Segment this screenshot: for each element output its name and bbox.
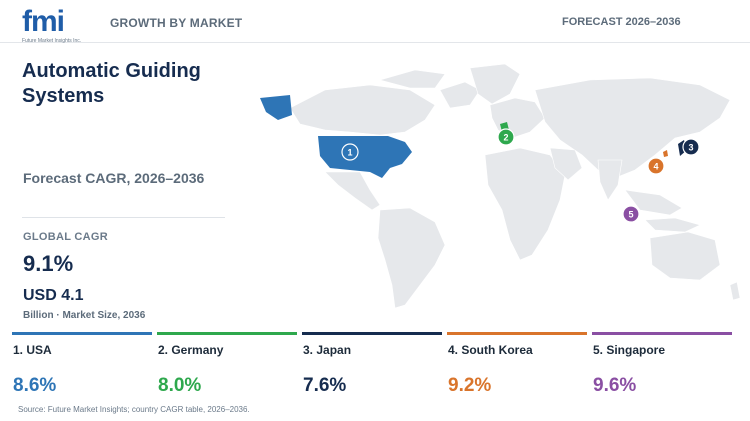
market-cards: 1. USA 8.6% 2. Germany 8.0% 3. Japan 7.6…	[12, 332, 742, 402]
global-cagr-label: GLOBAL CAGR	[23, 231, 108, 243]
card-accent-bar	[302, 332, 442, 335]
card-cagr-value: 8.0%	[158, 375, 202, 396]
fmi-logo[interactable]: fmi Future Market Insights Inc.	[22, 5, 92, 45]
card-accent-bar	[12, 332, 152, 335]
country-markers: 1 2 3 4 5	[341, 128, 700, 223]
page-subtitle: Forecast CAGR, 2026–2036	[23, 170, 205, 186]
card-country-name: 1. USA	[13, 343, 52, 357]
logo-wordmark: fmi	[22, 5, 65, 38]
usa-region	[318, 136, 412, 178]
map-marker-4[interactable]: 4	[647, 157, 665, 175]
map-marker-3[interactable]: 3	[682, 138, 700, 156]
world-map: 1 2 3 4 5	[260, 63, 741, 309]
forecast-period-label: FORECAST 2026–2036	[562, 16, 681, 28]
market-card-singapore[interactable]: 5. Singapore 9.6%	[592, 332, 732, 402]
card-cagr-value: 9.2%	[448, 375, 492, 396]
page-title: Automatic Guiding Systems	[22, 60, 201, 107]
map-marker-circle	[341, 143, 359, 161]
map-marker-number: 5	[628, 210, 633, 220]
map-marker-circle	[682, 138, 700, 156]
source-note: Source: Future Market Insights; country …	[18, 405, 250, 414]
card-cagr-value: 8.6%	[13, 375, 57, 396]
world-landmass	[289, 63, 741, 309]
section-label: GROWTH BY MARKET	[110, 16, 243, 30]
map-marker-number: 3	[688, 143, 693, 153]
card-cagr-value: 7.6%	[303, 375, 347, 396]
card-accent-bar	[592, 332, 732, 335]
map-marker-2[interactable]: 2	[497, 128, 515, 146]
map-marker-circle	[622, 205, 640, 223]
card-country-name: 4. South Korea	[448, 343, 533, 357]
alaska-region	[260, 95, 292, 120]
card-country-name: 5. Singapore	[593, 343, 666, 357]
logo-subtext: Future Market Insights Inc.	[22, 38, 82, 44]
map-marker-number: 4	[653, 162, 658, 172]
market-card-usa[interactable]: 1. USA 8.6%	[12, 332, 152, 402]
card-cagr-value: 9.6%	[593, 375, 637, 396]
header-bar: fmi Future Market Insights Inc. GROWTH B…	[0, 0, 750, 45]
market-size-note: Billion · Market Size, 2036	[23, 310, 146, 321]
map-marker-circle	[497, 128, 515, 146]
south-korea-region	[663, 150, 668, 157]
card-accent-bar	[447, 332, 587, 335]
map-marker-circle	[647, 157, 665, 175]
card-country-name: 2. Germany	[158, 343, 224, 357]
market-card-south-korea[interactable]: 4. South Korea 9.2%	[447, 332, 587, 402]
map-marker-1[interactable]: 1	[341, 143, 359, 161]
map-marker-5[interactable]: 5	[622, 205, 640, 223]
market-card-germany[interactable]: 2. Germany 8.0%	[157, 332, 297, 402]
market-card-japan[interactable]: 3. Japan 7.6%	[302, 332, 442, 402]
summary-divider	[22, 217, 225, 218]
global-cagr-value: 9.1%	[23, 251, 74, 276]
map-marker-number: 1	[347, 148, 352, 158]
map-marker-number: 2	[503, 133, 508, 143]
card-accent-bar	[157, 332, 297, 335]
market-size-value: USD 4.1	[23, 287, 84, 304]
card-country-name: 3. Japan	[303, 343, 352, 357]
